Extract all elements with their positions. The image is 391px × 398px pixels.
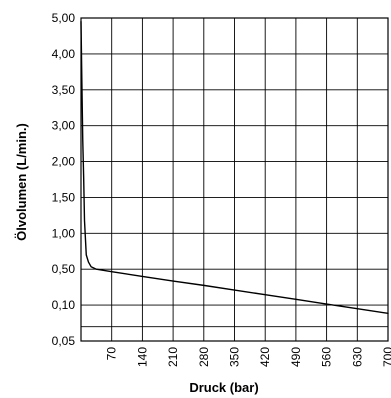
x-axis-title: Druck (bar) bbox=[189, 380, 258, 395]
y-axis-title: Ölvolumen (L/min.) bbox=[14, 123, 29, 241]
y-tick-label: 0,05 bbox=[52, 334, 76, 348]
x-tick-label: 560 bbox=[320, 347, 334, 367]
y-tick-label: 2,00 bbox=[52, 155, 76, 169]
y-tick-labels: 0,05 0,10 0,50 1,00 1,50 2,00 3,00 3,50 4,00 5,00 bbox=[52, 11, 76, 348]
x-tick-label: 700 bbox=[381, 347, 391, 367]
x-tick-label: 490 bbox=[289, 347, 303, 367]
y-tick-label: 0,50 bbox=[52, 262, 76, 276]
x-tick-labels: 70 140 210 280 350 420 490 560 630 700 bbox=[105, 347, 391, 367]
y-tick-label: 1,50 bbox=[52, 190, 76, 204]
y-tick-label: 0,10 bbox=[52, 298, 76, 312]
y-tick-label: 4,00 bbox=[52, 47, 76, 61]
x-tick-label: 210 bbox=[166, 347, 180, 367]
plot-border bbox=[80, 17, 389, 342]
series-line bbox=[80, 20, 389, 315]
x-tick-label: 70 bbox=[105, 347, 119, 361]
y-tick-label: 1,00 bbox=[52, 226, 76, 240]
x-tick-label: 280 bbox=[197, 347, 211, 367]
series-layer bbox=[80, 20, 389, 315]
grid-layer bbox=[81, 18, 388, 341]
y-tick-label: 3,00 bbox=[52, 119, 76, 133]
x-tick-label: 630 bbox=[350, 347, 364, 367]
y-tick-label: 5,00 bbox=[52, 11, 76, 25]
x-tick-label: 350 bbox=[228, 347, 242, 367]
x-tick-label: 140 bbox=[135, 347, 149, 367]
y-tick-label: 3,50 bbox=[52, 83, 76, 97]
x-tick-label: 420 bbox=[258, 347, 272, 367]
